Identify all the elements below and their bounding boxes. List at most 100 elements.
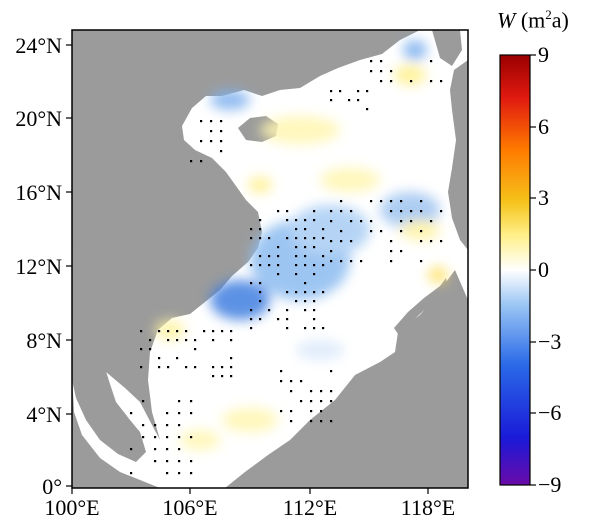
significance-dot xyxy=(300,400,303,403)
significance-dot xyxy=(420,240,423,243)
significance-dot xyxy=(400,200,403,203)
significance-dot xyxy=(357,99,360,102)
significance-dot xyxy=(130,448,133,451)
significance-dot xyxy=(295,246,298,249)
significance-dot xyxy=(286,291,289,294)
significance-dot xyxy=(330,400,333,403)
significance-dot xyxy=(277,255,280,258)
significance-dot xyxy=(295,237,298,240)
significance-dot xyxy=(190,472,193,475)
significance-dot xyxy=(304,300,307,303)
significance-dot xyxy=(142,400,145,403)
significance-dot xyxy=(280,370,283,373)
lat-label-4n: 4°N xyxy=(26,402,62,427)
significance-dot xyxy=(313,291,316,294)
significance-dot xyxy=(330,420,333,423)
significance-dot xyxy=(380,200,383,203)
significance-dot xyxy=(330,260,333,263)
significance-dot xyxy=(380,70,383,73)
lon-tick-marks xyxy=(71,488,429,494)
significance-dot xyxy=(350,220,353,223)
significance-dot xyxy=(357,90,360,93)
significance-dot xyxy=(142,424,145,427)
significance-dot xyxy=(330,210,333,213)
significance-dot xyxy=(310,420,313,423)
significance-dot xyxy=(167,366,170,369)
significance-dot xyxy=(277,273,280,276)
significance-dot xyxy=(330,240,333,243)
significance-dot xyxy=(259,291,262,294)
significance-dot xyxy=(313,237,316,240)
significance-dot xyxy=(259,255,262,258)
significance-dot xyxy=(166,460,169,463)
significance-dot xyxy=(220,120,223,123)
significance-dot xyxy=(210,130,213,133)
significance-dot xyxy=(154,448,157,451)
significance-dot xyxy=(304,246,307,249)
significance-dot xyxy=(370,200,373,203)
significance-dot xyxy=(167,330,170,333)
significance-dot xyxy=(390,210,393,213)
significance-dot xyxy=(360,220,363,223)
significance-dot xyxy=(348,99,351,102)
significance-dot xyxy=(203,330,206,333)
significance-dot xyxy=(390,260,393,263)
significance-dot xyxy=(250,309,253,312)
significance-dot xyxy=(250,264,253,267)
significance-dot xyxy=(295,291,298,294)
significance-dot xyxy=(178,448,181,451)
significance-dot xyxy=(277,210,280,213)
significance-dot xyxy=(400,220,403,223)
significance-dot xyxy=(313,327,316,330)
significance-dot xyxy=(420,210,423,213)
significance-dot xyxy=(322,264,325,267)
significance-dot xyxy=(259,228,262,231)
significance-dot xyxy=(290,410,293,413)
significance-dot xyxy=(360,260,363,263)
significance-dot xyxy=(410,80,413,83)
significance-dot xyxy=(313,210,316,213)
significance-dot xyxy=(295,228,298,231)
significance-dot xyxy=(178,460,181,463)
lat-label-16n: 16°N xyxy=(15,180,62,205)
land-taiwan xyxy=(432,30,462,66)
significance-dot xyxy=(154,436,157,439)
significance-dot xyxy=(142,436,145,439)
significance-dot xyxy=(286,237,289,240)
significance-dot xyxy=(380,60,383,63)
significance-dot xyxy=(268,264,271,267)
significance-dot xyxy=(259,282,262,285)
significance-dot xyxy=(340,230,343,233)
significance-dot xyxy=(158,330,161,333)
significance-dot xyxy=(185,366,188,369)
significance-dot xyxy=(440,80,443,83)
significance-dot xyxy=(149,348,152,351)
significance-dot xyxy=(221,366,224,369)
significance-dot xyxy=(320,390,323,393)
significance-dot xyxy=(295,300,298,303)
significance-dot xyxy=(290,420,293,423)
lon-label-112e: 112°E xyxy=(282,495,338,520)
significance-dot xyxy=(230,357,233,360)
significance-dot xyxy=(320,420,323,423)
significance-dot xyxy=(370,60,373,63)
significance-dot xyxy=(178,472,181,475)
significance-dot xyxy=(178,400,181,403)
significance-dot xyxy=(149,339,152,342)
significance-dot xyxy=(322,228,325,231)
significance-dot xyxy=(340,200,343,203)
significance-dot xyxy=(166,472,169,475)
significance-dot xyxy=(220,150,223,153)
lat-tick-marks xyxy=(66,44,72,487)
lat-label-8n: 8°N xyxy=(26,328,62,353)
significance-dot xyxy=(390,80,393,83)
significance-dot xyxy=(166,448,169,451)
significance-dot xyxy=(313,273,316,276)
significance-dot xyxy=(190,436,193,439)
significance-dot xyxy=(330,220,333,223)
significance-dot xyxy=(212,339,215,342)
significance-dot xyxy=(400,230,403,233)
significance-dot xyxy=(320,400,323,403)
lat-label-0: 0° xyxy=(42,474,62,499)
significance-dot xyxy=(277,246,280,249)
